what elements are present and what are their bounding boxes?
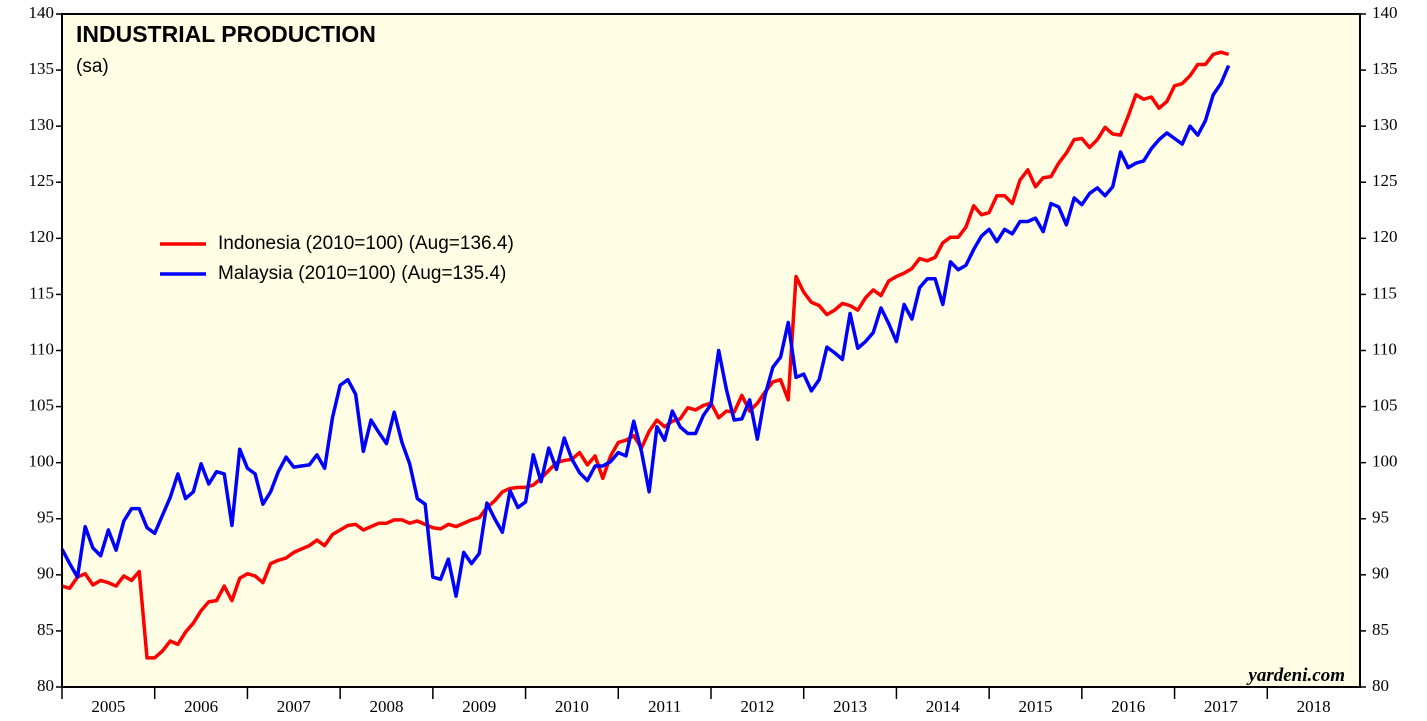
y2-tick-label: 115 [1372,283,1397,302]
y2-tick-label: 120 [1372,227,1398,246]
plot-frame [61,13,1361,688]
y-tick-label: 90 [37,564,54,583]
x-tick-label: 2011 [648,697,681,716]
y2-tick-label: 100 [1372,452,1398,471]
legend-label: Indonesia (2010=100) (Aug=136.4) [218,233,514,254]
x-tick-label: 2010 [555,697,589,716]
y-tick-label: 100 [29,452,55,471]
y-tick-label: 115 [29,283,54,302]
y-tick-label: 80 [37,676,54,695]
x-tick-label: 2009 [462,697,496,716]
y2-tick-label: 80 [1372,676,1389,695]
x-tick-label: 2008 [370,697,404,716]
plot-area [62,14,1360,687]
chart-title: INDUSTRIAL PRODUCTION [76,21,376,47]
y2-tick-label: 110 [1372,339,1397,358]
x-tick-label: 2006 [184,697,218,716]
x-tick-label: 2013 [833,697,867,716]
y-tick-label: 110 [29,339,54,358]
series-line [60,64,1231,598]
x-tick-label: 2018 [1297,697,1331,716]
x-tick-label: 2014 [926,697,961,716]
y-tick-label: 135 [29,59,55,78]
y-tick-label: 85 [37,620,54,639]
x-tick-label: 2015 [1019,697,1053,716]
y2-tick-label: 95 [1372,508,1389,527]
y2-tick-label: 135 [1372,59,1398,78]
x-tick-label: 2007 [277,697,312,716]
y2-tick-label: 140 [1372,3,1398,22]
y-tick-label: 140 [29,3,55,22]
y-tick-label: 130 [29,115,55,134]
y-tick-label: 95 [37,508,54,527]
y-tick-label: 125 [29,171,55,190]
y2-tick-label: 85 [1372,620,1389,639]
x-tick-label: 2012 [740,697,774,716]
legend-label: Malaysia (2010=100) (Aug=135.4) [218,263,506,284]
y-tick-label: 105 [29,395,55,414]
y-tick-label: 120 [29,227,55,246]
y2-tick-label: 90 [1372,564,1389,583]
x-tick-label: 2005 [91,697,125,716]
series-line [61,50,1230,660]
x-tick-label: 2017 [1204,697,1239,716]
watermark: yardeni.com [1246,665,1345,686]
y2-tick-label: 105 [1372,395,1398,414]
y2-tick-label: 125 [1372,171,1398,190]
x-tick-label: 2016 [1111,697,1145,716]
chart-subtitle: (sa) [76,56,109,77]
y2-tick-label: 130 [1372,115,1398,134]
